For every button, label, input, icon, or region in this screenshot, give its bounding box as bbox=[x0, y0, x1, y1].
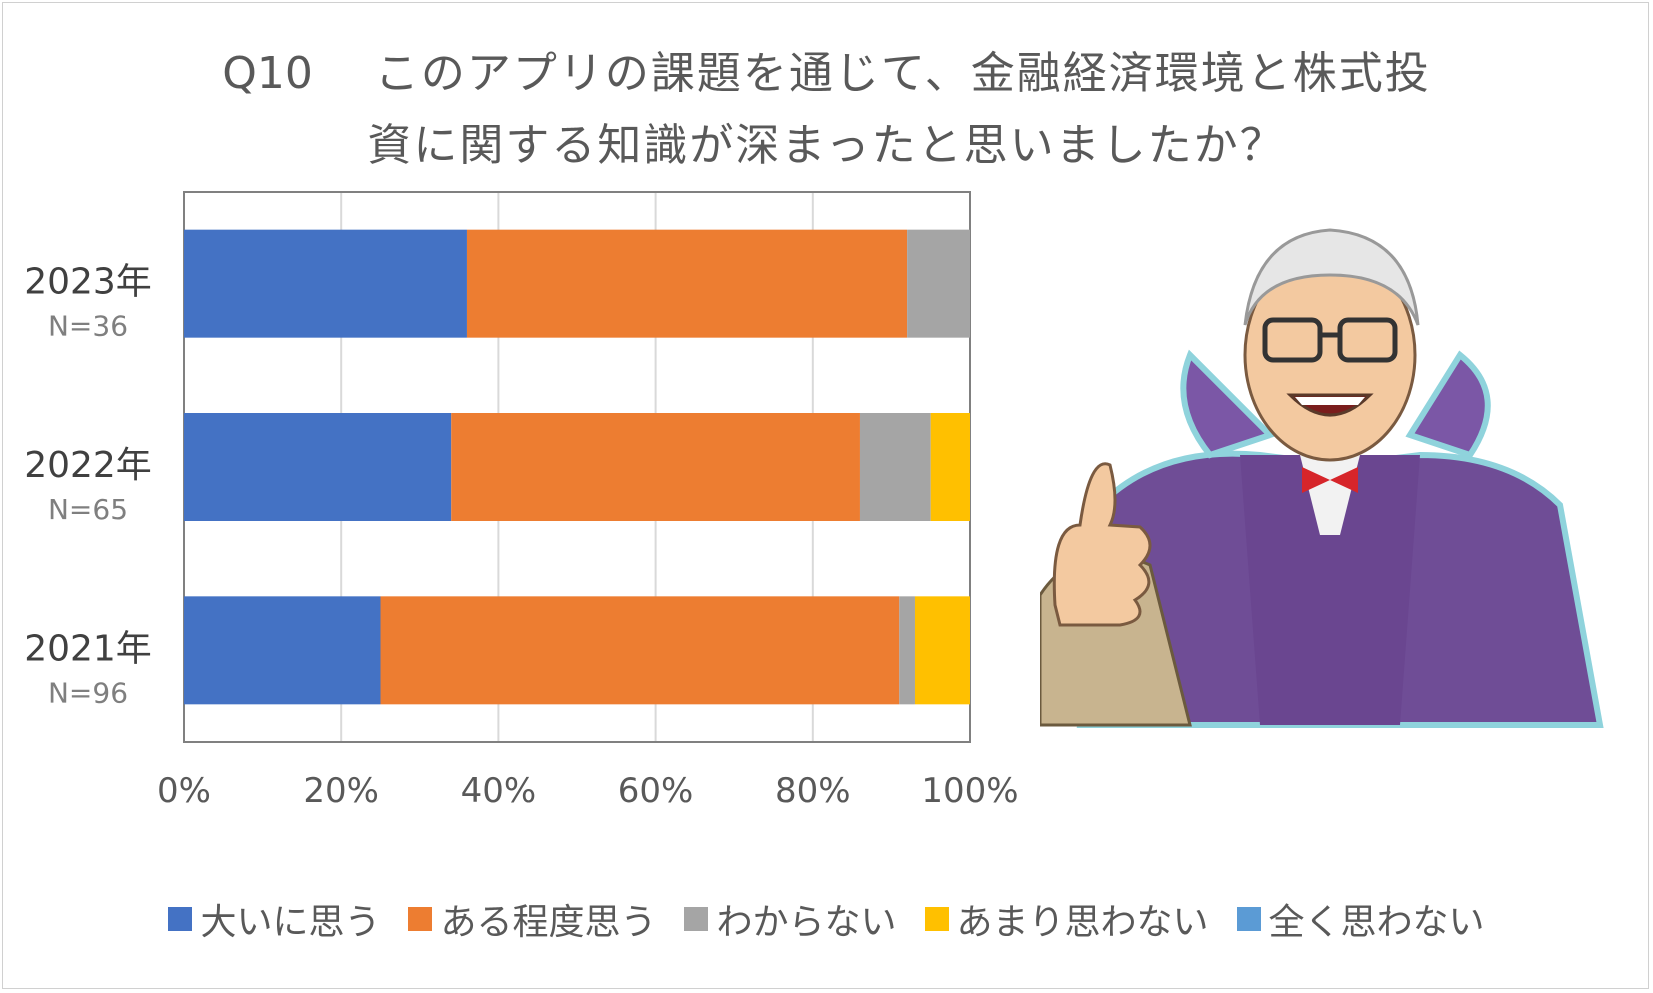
legend-entry: わからない bbox=[684, 893, 897, 945]
bar-segment bbox=[899, 596, 915, 705]
legend-entry: 大いに思う bbox=[168, 893, 380, 945]
category-label: 2022年 bbox=[24, 445, 152, 486]
mascot-illustration bbox=[1040, 228, 1604, 728]
x-tick-label: 40% bbox=[461, 771, 537, 811]
title-line-1: Q10 このアプリの課題を通じて、金融経済環境と株式投 bbox=[0, 38, 1653, 110]
legend-entry: 全く思わない bbox=[1236, 893, 1485, 945]
legend-entry: ある程度思う bbox=[408, 893, 656, 945]
question-number: Q10 bbox=[222, 48, 313, 99]
x-tick-label: 100% bbox=[921, 771, 1018, 811]
bar-segment bbox=[184, 413, 452, 521]
category-label: 2021年 bbox=[24, 628, 152, 669]
bar-segment bbox=[466, 229, 908, 338]
legend-entry: あまり思わない bbox=[924, 893, 1209, 945]
title-text-2: 資に関する知識が深まったと思いましたか？ bbox=[367, 120, 1286, 171]
x-tick-label: 20% bbox=[303, 771, 379, 811]
category-label: 2023年 bbox=[24, 262, 152, 303]
bar-segment bbox=[451, 413, 860, 521]
legend-swatch bbox=[684, 907, 709, 931]
legend-swatch bbox=[408, 907, 433, 931]
legend-swatch bbox=[168, 907, 193, 931]
bar-segment bbox=[914, 596, 970, 705]
title-text-1: このアプリの課題を通じて、金融経済環境と株式投 bbox=[374, 48, 1431, 99]
bar-segment bbox=[930, 413, 970, 521]
bar-segment bbox=[907, 229, 970, 338]
category-sample-size: N=96 bbox=[48, 676, 128, 709]
chart-title: Q10 このアプリの課題を通じて、金融経済環境と株式投 資に関する知識が深まったと… bbox=[0, 38, 1653, 182]
title-line-2: 資に関する知識が深まったと思いましたか？ bbox=[0, 110, 1653, 182]
chart-legend: 大いに思う ある程度思う わからない あまり思わない 全く思わない bbox=[0, 893, 1653, 945]
x-tick-label: 80% bbox=[775, 771, 851, 811]
legend-label: あまり思わない bbox=[956, 902, 1209, 943]
legend-label: ある程度思う bbox=[440, 902, 657, 943]
category-sample-size: N=65 bbox=[48, 493, 128, 526]
bar-segment bbox=[859, 413, 931, 521]
category-sample-size: N=36 bbox=[48, 310, 128, 343]
bar-segment bbox=[184, 596, 381, 705]
x-tick-label: 60% bbox=[618, 771, 694, 811]
bar-segment bbox=[380, 596, 900, 705]
legend-label: わからない bbox=[716, 902, 897, 943]
legend-swatch bbox=[1236, 907, 1261, 931]
x-tick-label: 0% bbox=[157, 771, 211, 811]
legend-label: 大いに思う bbox=[200, 902, 381, 943]
legend-swatch bbox=[924, 907, 949, 931]
legend-label: 全く思わない bbox=[1268, 902, 1485, 943]
bar-segment bbox=[184, 229, 467, 338]
